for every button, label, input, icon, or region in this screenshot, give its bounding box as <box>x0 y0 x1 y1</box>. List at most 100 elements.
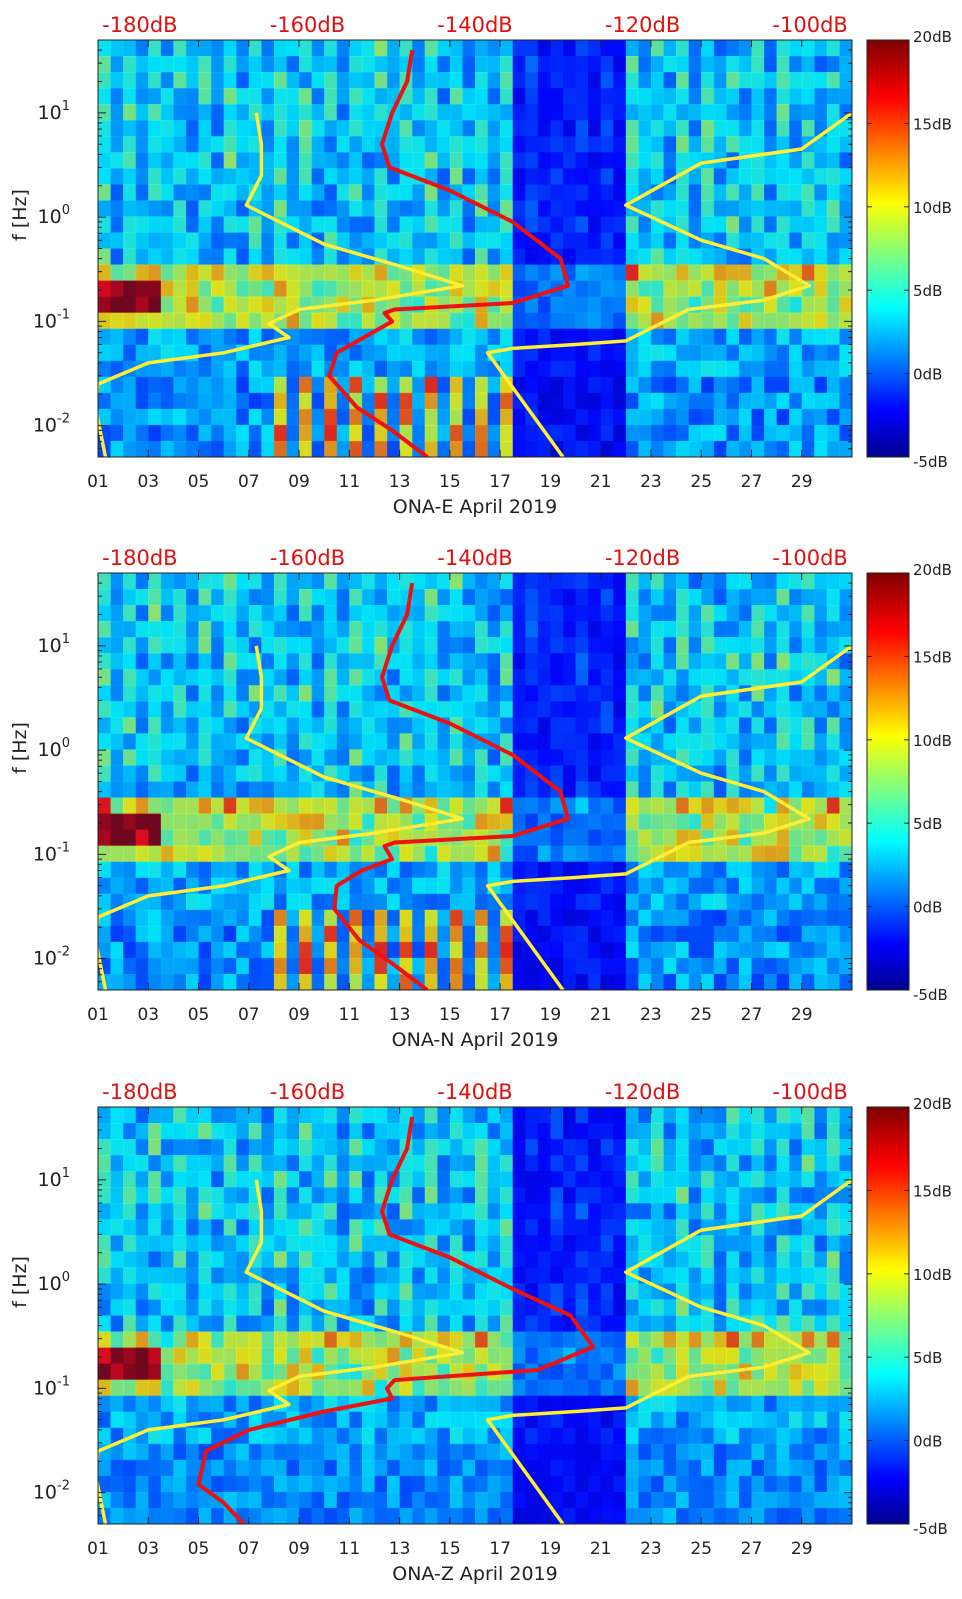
spectrogram-cell <box>801 749 815 767</box>
spectrogram-cell <box>701 392 715 410</box>
spectrogram-cell <box>487 973 501 990</box>
spectrogram-cell <box>110 669 124 686</box>
x-tick-label: 19 <box>540 472 562 492</box>
spectrogram-cell <box>449 72 464 89</box>
spectrogram-cell <box>148 152 162 169</box>
spectrogram-cell <box>625 717 639 734</box>
spectrogram-cell <box>148 813 162 831</box>
spectrogram-cell <box>500 637 514 654</box>
spectrogram-cell <box>223 184 237 201</box>
spectrogram-cell <box>349 1139 363 1156</box>
spectrogram-cell <box>236 605 250 622</box>
spectrogram-cell <box>135 296 149 314</box>
spectrogram-cell <box>638 248 652 266</box>
spectrogram-cell <box>123 1299 137 1317</box>
spectrogram-cell <box>826 1251 841 1268</box>
x-tick-label: 13 <box>389 472 411 492</box>
spectrogram-cell <box>361 701 376 718</box>
spectrogram-cell <box>487 653 501 670</box>
spectrogram-cell <box>173 152 187 169</box>
spectrogram-cell <box>387 328 401 346</box>
spectrogram-cell <box>198 669 212 686</box>
spectrogram-cell <box>789 200 803 218</box>
spectrogram-cell <box>638 264 652 282</box>
spectrogram-cell <box>462 1347 476 1365</box>
spectrogram-cell <box>336 1171 350 1188</box>
spectrogram-cell <box>361 925 376 943</box>
spectrogram-cell <box>336 1507 350 1524</box>
spectrogram-cell <box>412 1187 426 1204</box>
spectrogram-cell <box>236 957 250 975</box>
spectrogram-cell <box>387 1299 401 1317</box>
spectrogram-cell <box>336 1219 350 1236</box>
spectrogram-cell <box>663 1171 677 1188</box>
spectrogram-cell <box>625 1123 639 1140</box>
spectrogram-cell <box>638 1219 652 1236</box>
spectrogram-cell <box>437 1171 451 1188</box>
spectrogram-cell <box>613 669 627 686</box>
spectrogram-cell <box>650 685 665 702</box>
spectrogram-cell <box>776 1507 790 1524</box>
spectrogram-cell <box>299 1267 313 1285</box>
spectrogram-cell <box>701 637 715 654</box>
spectrogram-cell <box>123 925 137 943</box>
spectrogram-cell <box>98 360 112 378</box>
spectrogram-cell <box>324 573 338 590</box>
spectrogram-cell <box>738 637 753 654</box>
spectrogram-cell <box>98 1363 112 1381</box>
spectrogram-cell <box>751 909 765 927</box>
spectrogram-cell <box>676 1475 690 1493</box>
spectrogram-cell <box>336 152 350 169</box>
spectrogram-cell <box>713 1475 727 1493</box>
spectrogram-cell <box>286 637 300 654</box>
spectrogram-cell <box>764 1219 778 1236</box>
spectrogram-cell <box>801 120 815 137</box>
spectrogram-cell <box>324 312 338 330</box>
spectrogram-cell <box>676 973 690 990</box>
spectrogram-cell <box>185 1379 200 1397</box>
spectrogram-cell <box>424 360 438 378</box>
spectrogram-cell <box>537 1411 551 1429</box>
spectrogram-cell <box>311 1475 325 1493</box>
spectrogram-cell <box>324 1219 338 1236</box>
spectrogram-cell <box>110 877 124 895</box>
spectrogram-cell <box>336 765 350 783</box>
spectrogram-cell <box>738 1491 753 1509</box>
spectrogram-cell <box>826 232 841 250</box>
spectrogram-cell <box>550 136 564 153</box>
spectrogram-cell <box>148 669 162 686</box>
spectrogram-cell <box>160 1107 174 1124</box>
spectrogram-cell <box>110 56 124 73</box>
spectrogram-cell <box>562 1379 577 1397</box>
y-tick-label: 10-1 <box>33 840 70 865</box>
spectrogram-cell <box>575 749 589 767</box>
spectrogram-cell <box>324 168 338 185</box>
spectrogram-cell <box>311 749 325 767</box>
spectrogram-cell <box>349 1219 363 1236</box>
spectrogram-cell <box>98 264 112 282</box>
spectrogram-cell <box>676 360 690 378</box>
spectrogram-cell <box>299 877 313 895</box>
spectrogram-cell <box>148 328 162 346</box>
spectrogram-cell <box>123 104 137 121</box>
spectrogram-cell <box>764 152 778 169</box>
spectrogram-cell <box>449 200 464 218</box>
spectrogram-cell <box>387 1235 401 1252</box>
spectrogram-cell <box>512 1299 526 1317</box>
spectrogram-cell <box>173 749 187 767</box>
spectrogram-cell <box>135 40 149 57</box>
spectrogram-cell <box>349 813 363 831</box>
spectrogram-cell <box>826 1347 841 1365</box>
spectrogram-cell <box>751 376 765 394</box>
spectrogram-cell <box>211 280 225 298</box>
spectrogram-cell <box>160 1171 174 1188</box>
spectrogram-cell <box>776 829 790 847</box>
spectrogram-cell <box>273 1187 288 1204</box>
spectrogram-cell <box>537 1459 551 1477</box>
spectrogram-cell <box>349 621 363 638</box>
y-tick-exponent: -1 <box>57 307 70 322</box>
spectrogram-cell <box>751 344 765 362</box>
spectrogram-cell <box>349 1267 363 1285</box>
spectrogram-cell <box>311 40 325 57</box>
spectrogram-cell <box>399 1251 413 1268</box>
